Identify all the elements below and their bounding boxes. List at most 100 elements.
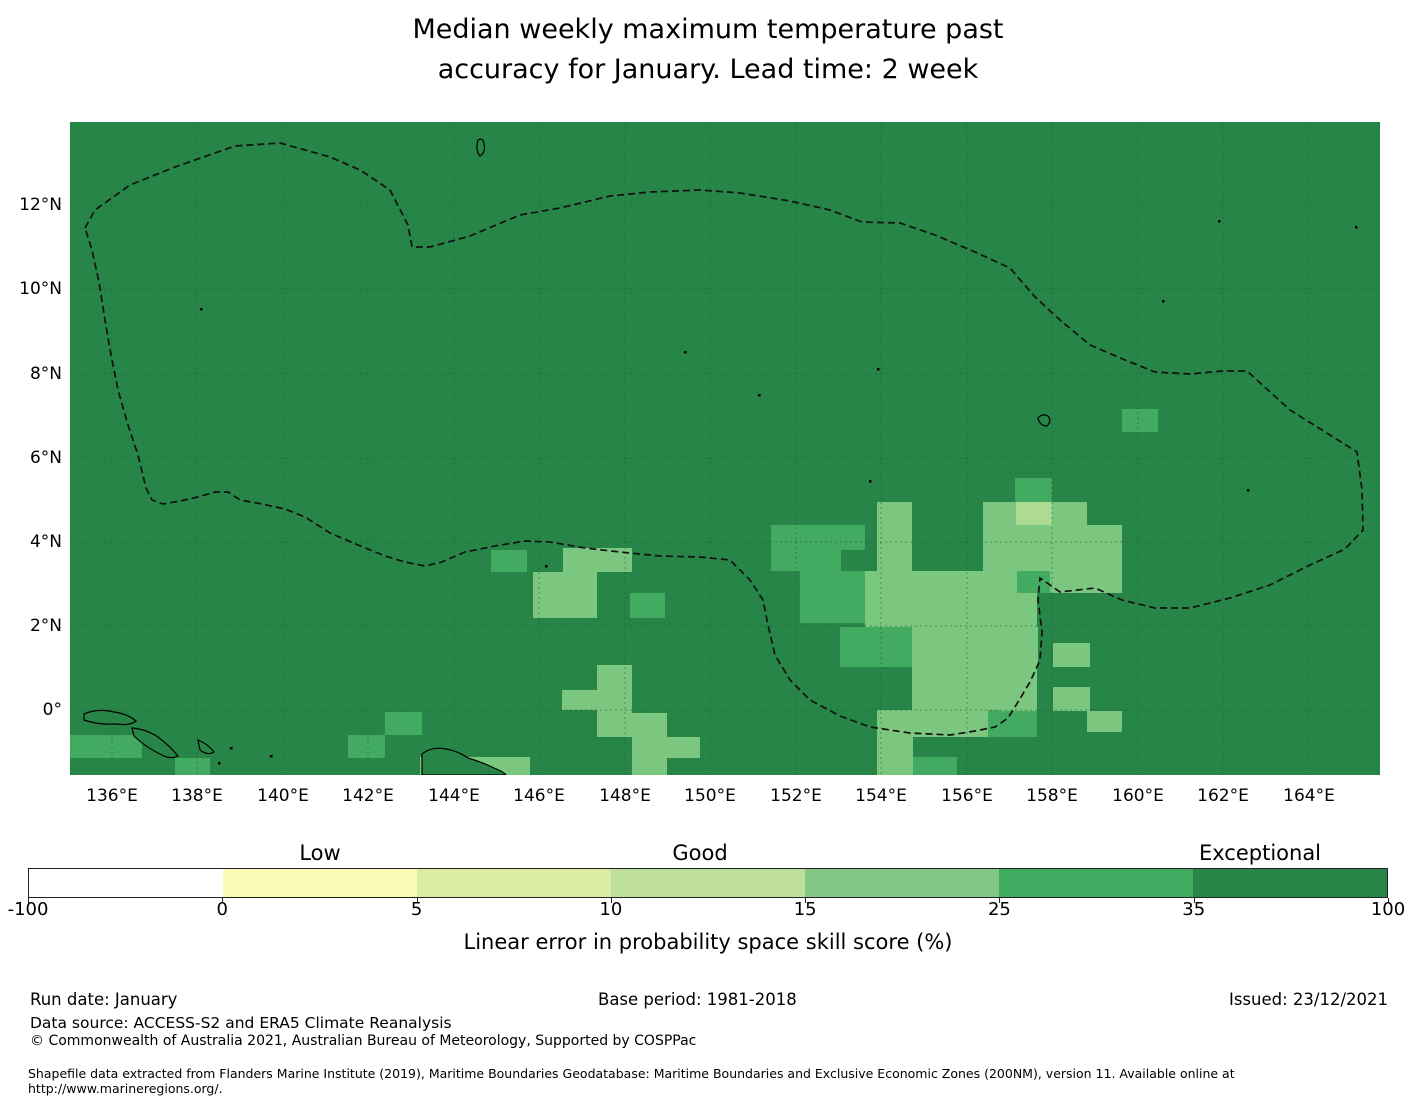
skill-cell-medium bbox=[385, 712, 422, 735]
colorbar-tick-mark bbox=[999, 898, 1001, 903]
colorbar-segment--100-to-0 bbox=[29, 869, 223, 897]
x-axis-tick-label: 152°E bbox=[770, 786, 822, 806]
x-axis-tick-label: 140°E bbox=[257, 786, 309, 806]
skill-cell-medium bbox=[988, 710, 1037, 737]
skill-cell-pale bbox=[1016, 502, 1052, 525]
islet-speck bbox=[1247, 489, 1250, 492]
y-axis-tick-label: 0° bbox=[42, 700, 62, 720]
skill-cell-light bbox=[1016, 525, 1122, 571]
islet-speck bbox=[545, 565, 548, 568]
islet-speck bbox=[1162, 300, 1165, 303]
skill-cell-light bbox=[865, 571, 1017, 627]
skill-cell-light bbox=[983, 502, 1016, 572]
skill-cell-light bbox=[877, 737, 913, 775]
skill-cell-medium bbox=[840, 627, 912, 667]
island-outline bbox=[197, 739, 215, 755]
colorbar bbox=[28, 868, 1388, 898]
skill-cell-medium bbox=[70, 735, 142, 758]
colorbar-segment-5-to-10 bbox=[417, 869, 611, 897]
colorbar-tick-mark bbox=[1193, 898, 1195, 903]
islet-speck bbox=[869, 480, 872, 483]
colorbar-tick-mark bbox=[28, 898, 29, 903]
skill-cell-light bbox=[1087, 711, 1122, 732]
x-axis-tick-label: 156°E bbox=[941, 786, 993, 806]
x-axis-tick-label: 144°E bbox=[428, 786, 480, 806]
islet-speck bbox=[200, 308, 203, 311]
colorbar-segment-25-to-35 bbox=[999, 869, 1193, 897]
y-axis-tick-label: 2°N bbox=[29, 616, 62, 636]
skill-cell-medium bbox=[771, 525, 865, 550]
figure-title-line1: Median weekly maximum temperature past bbox=[412, 14, 1004, 45]
copyright-text: © Commonwealth of Australia 2021, Austra… bbox=[30, 1033, 697, 1049]
skill-cell-light bbox=[597, 665, 632, 737]
skill-cell-light bbox=[562, 690, 597, 710]
eez-boundary-outline bbox=[84, 142, 1364, 736]
skill-cell-medium bbox=[1015, 478, 1052, 502]
colorbar-tick-label: 5 bbox=[410, 899, 423, 920]
skill-cell-medium bbox=[630, 593, 665, 618]
skill-cell-light bbox=[667, 737, 700, 758]
island-outline bbox=[1037, 414, 1051, 427]
figure-title: Median weekly maximum temperature past a… bbox=[0, 10, 1416, 90]
ocean-background bbox=[70, 122, 1380, 775]
run-date-text: Run date: January bbox=[30, 990, 178, 1009]
x-axis-tick-label: 146°E bbox=[513, 786, 565, 806]
colorbar-tick-label: 35 bbox=[1182, 899, 1206, 920]
skill-cell-light bbox=[533, 572, 597, 618]
skill-cell-medium bbox=[491, 550, 527, 572]
islet-speck bbox=[270, 755, 273, 758]
x-axis-tick-label: 138°E bbox=[171, 786, 223, 806]
map-plot-area bbox=[70, 122, 1380, 775]
base-period-text: Base period: 1981-2018 bbox=[598, 990, 797, 1009]
skill-cell-medium bbox=[175, 758, 210, 775]
colorbar-segment-35-to-100 bbox=[1193, 869, 1387, 897]
island-outline bbox=[131, 727, 179, 759]
colorbar-tick-mark bbox=[1388, 898, 1389, 903]
colorbar-tick-mark bbox=[222, 898, 224, 903]
skill-cell-light bbox=[632, 713, 667, 775]
skill-cell-light bbox=[877, 502, 912, 572]
skill-cell-light bbox=[563, 548, 632, 572]
skill-cell-light bbox=[1050, 571, 1122, 593]
data-source-text: Data source: ACCESS-S2 and ERA5 Climate … bbox=[30, 1014, 452, 1032]
colorbar-category-label: Exceptional bbox=[1198, 841, 1322, 865]
islet-speck bbox=[230, 747, 233, 750]
skill-cell-medium bbox=[1017, 571, 1050, 593]
y-axis-tick-label: 12°N bbox=[19, 195, 62, 215]
colorbar-tick-label: 25 bbox=[987, 899, 1011, 920]
x-axis-tick-label: 150°E bbox=[684, 786, 736, 806]
colorbar-tick-label: -100 bbox=[7, 899, 49, 920]
skill-cell-light bbox=[877, 710, 988, 737]
colorbar-segment-10-to-15 bbox=[611, 869, 805, 897]
colorbar-tick-label: 15 bbox=[793, 899, 817, 920]
y-axis-tick-label: 4°N bbox=[29, 532, 62, 552]
islet-speck bbox=[877, 368, 880, 371]
y-axis-tick-label: 6°N bbox=[29, 448, 62, 468]
colorbar-tick-label: 0 bbox=[216, 899, 229, 920]
y-axis-tick-label: 10°N bbox=[19, 279, 62, 299]
colorbar-tick-mark bbox=[416, 898, 418, 903]
x-axis-tick-label: 142°E bbox=[342, 786, 394, 806]
x-axis-tick-label: 164°E bbox=[1283, 786, 1335, 806]
issued-date-text: Issued: 23/12/2021 bbox=[1228, 990, 1388, 1009]
skill-cell-light bbox=[1000, 593, 1037, 711]
skill-cell-light bbox=[1053, 643, 1090, 667]
islet-speck bbox=[758, 394, 761, 397]
skill-cell-medium bbox=[771, 550, 841, 571]
islet-speck bbox=[1218, 220, 1221, 223]
colorbar-tick-mark bbox=[805, 898, 807, 903]
islet-speck bbox=[1355, 226, 1358, 229]
figure-title-line2: accuracy for January. Lead time: 2 week bbox=[437, 54, 979, 85]
x-axis-tick-label: 160°E bbox=[1112, 786, 1164, 806]
y-axis-tick-label: 8°N bbox=[29, 364, 62, 384]
island-outline bbox=[476, 138, 486, 157]
colorbar-axis-label: Linear error in probability space skill … bbox=[463, 930, 953, 954]
skill-cell-medium bbox=[348, 735, 385, 758]
skill-cell-medium bbox=[800, 571, 865, 623]
colorbar-segment-15-to-25 bbox=[805, 869, 999, 897]
x-axis-tick-label: 162°E bbox=[1197, 786, 1249, 806]
skill-cell-light bbox=[1050, 502, 1087, 525]
colorbar-segment-0-to-5 bbox=[223, 869, 417, 897]
skill-cell-light bbox=[1053, 687, 1090, 711]
